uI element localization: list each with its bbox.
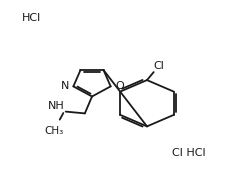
Text: CH₃: CH₃ bbox=[45, 126, 64, 136]
Text: NH: NH bbox=[48, 101, 65, 111]
Text: Cl: Cl bbox=[154, 61, 165, 71]
Text: O: O bbox=[115, 81, 124, 91]
Text: Cl HCl: Cl HCl bbox=[172, 148, 206, 158]
Text: N: N bbox=[61, 81, 69, 91]
Text: HCl: HCl bbox=[22, 13, 41, 23]
